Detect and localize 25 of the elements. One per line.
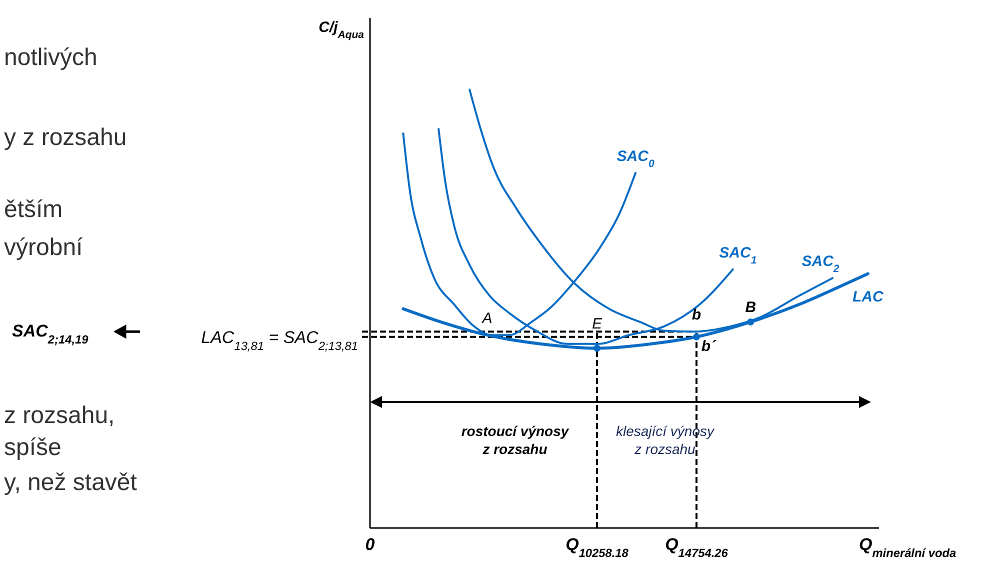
annotation: rostoucí výnosy z rozsahu: [461, 423, 570, 457]
annotation: B: [745, 298, 756, 316]
x-tick-label: Q$_{10258.18}$: [566, 535, 629, 560]
series-label: LAC: [852, 288, 884, 306]
series-label: SAC$_{1}$: [719, 244, 757, 266]
x-axis-title: Q$_{minerální voda}$: [858, 535, 957, 560]
annotation: klesající výnosy z rozsahu: [616, 423, 716, 457]
text: notlivých: [4, 44, 98, 71]
annotation: b´: [701, 338, 717, 355]
text: z rozsahu,: [4, 402, 115, 429]
annotation: A: [481, 310, 492, 328]
y-axis-title: C/j$_{Aqua}$: [318, 19, 364, 41]
text: y, než stavět: [4, 469, 138, 496]
text: SAC$_{2;14,19}$: [12, 322, 89, 347]
text: výrobní: [4, 234, 84, 261]
x-tick-label: 0: [365, 535, 376, 554]
series-label: SAC$_{2}$: [802, 253, 840, 276]
text: y z rozsahu: [4, 124, 127, 151]
text: ětším: [4, 196, 63, 223]
text: spíše: [4, 434, 62, 461]
annotation: E: [592, 315, 603, 332]
ref-line-label: LAC$_{13,81}$ = SAC$_{2;13,81}$: [201, 328, 358, 353]
annotation: b: [692, 306, 702, 324]
series-label: SAC$_{0}$: [616, 148, 654, 170]
x-tick-label: Q$_{14754.26}$: [665, 535, 728, 560]
